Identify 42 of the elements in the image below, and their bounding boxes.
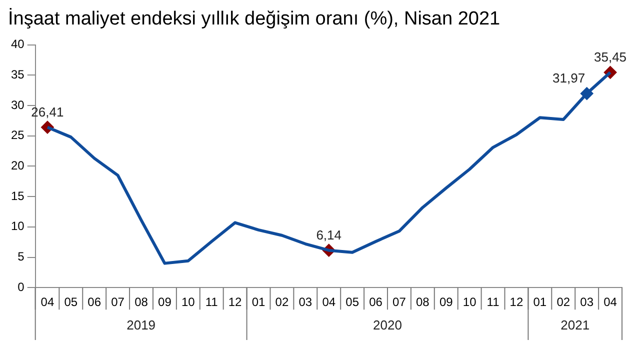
x-tick-label: 11: [205, 295, 218, 310]
x-tick-label: 05: [346, 295, 360, 310]
x-tick-label: 04: [322, 295, 336, 310]
y-tick-label: 0: [18, 280, 25, 294]
x-tick-label: 09: [439, 295, 454, 310]
x-tick-label: 07: [392, 295, 406, 310]
x-tick-label: 12: [510, 295, 524, 310]
data-label: 31,97: [552, 70, 586, 86]
text: 2019: [126, 318, 156, 333]
y-tick-label: 15: [10, 188, 25, 203]
x-tick-label: 04: [40, 295, 54, 310]
x-tick-label: 12: [228, 295, 242, 310]
y-tick-label: 5: [18, 250, 25, 264]
x-tick-label: 03: [298, 295, 312, 310]
x-tick-label: 10: [181, 295, 196, 310]
x-tick-label: 02: [275, 295, 289, 310]
x-tick-label: 04: [604, 295, 618, 310]
y-tick-label: 40: [10, 37, 25, 52]
x-tick-label: 10: [462, 295, 477, 310]
y-tick-label: 25: [10, 128, 25, 142]
y-tick-label: 20: [10, 158, 25, 173]
y-tick-label: 10: [10, 219, 25, 234]
data-label: 6,14: [316, 227, 342, 242]
x-tick-label: 09: [158, 295, 172, 310]
data-label: 26,41: [31, 104, 64, 120]
x-tick-label: 01: [533, 295, 547, 310]
x-tick-label: 06: [88, 295, 102, 310]
x-tick-label: 11: [486, 295, 500, 310]
x-tick-label: 01: [252, 295, 266, 310]
chart-title: İnşaat maliyet endeksi yıllık değişim oranı (%), Nisan 2021: [8, 8, 500, 30]
text: 2020: [373, 318, 402, 333]
y-tick-label: 35: [10, 67, 25, 82]
data-label: 35,45: [594, 49, 627, 64]
x-tick-label: 05: [64, 295, 78, 310]
x-tick-label: 03: [580, 295, 594, 310]
x-tick-label: 07: [111, 295, 125, 310]
x-tick-label: 02: [556, 295, 570, 310]
x-tick-label: 06: [369, 295, 383, 310]
x-tick-label: 08: [134, 295, 148, 310]
x-tick-label: 08: [416, 295, 430, 310]
text: 2021: [560, 318, 590, 333]
y-tick-label: 30: [10, 98, 25, 112]
